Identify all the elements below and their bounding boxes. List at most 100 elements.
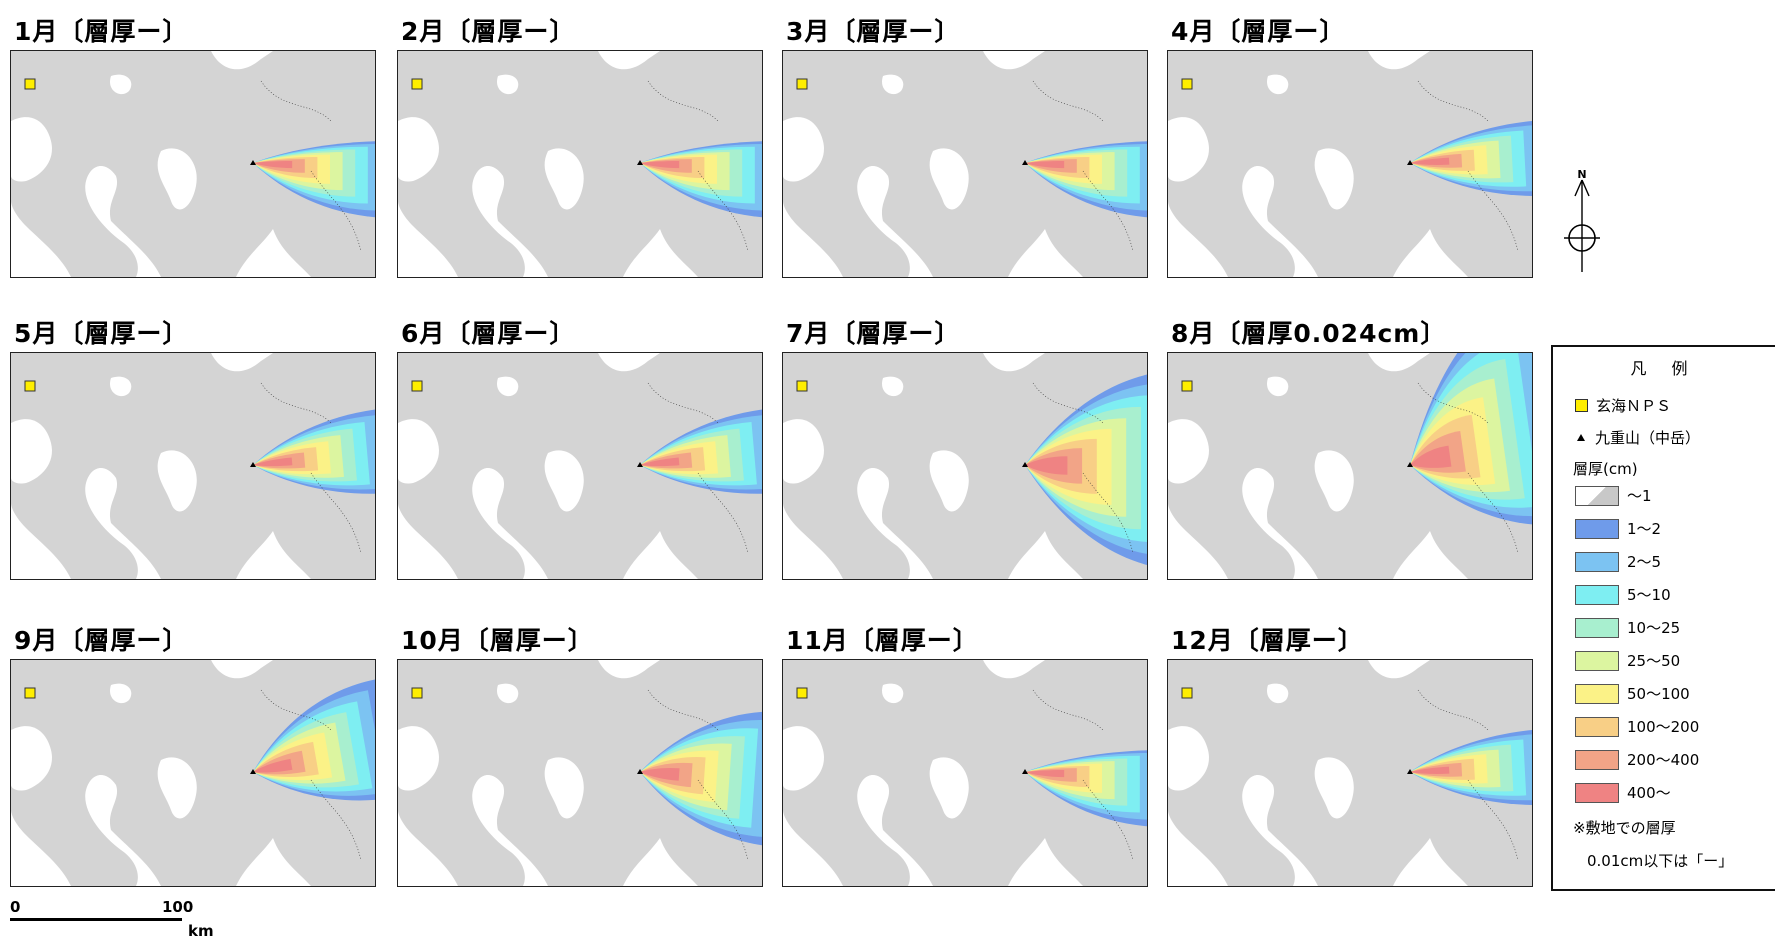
map-canvas: [398, 660, 762, 886]
volcano-marker-icon: [1407, 769, 1413, 774]
sea-bay: [1168, 117, 1209, 182]
volcano-marker-icon: [637, 462, 643, 467]
volcano-marker-icon: [637, 769, 643, 774]
panel-title: 7月〔層厚ー〕: [786, 319, 961, 348]
sea-bay: [398, 726, 439, 791]
panel-title: 6月〔層厚ー〕: [401, 319, 576, 348]
panel-title: 5月〔層厚ー〕: [14, 319, 189, 348]
sea-bay: [882, 683, 904, 704]
plume-band: [1025, 456, 1068, 475]
sea-bay: [1168, 726, 1209, 791]
sea-bay: [1314, 148, 1354, 210]
legend-volcano-row: 九重山（中岳）: [1575, 427, 1700, 448]
sea-bay: [1314, 757, 1354, 819]
plume-band: [1025, 160, 1065, 169]
map-canvas: [783, 353, 1147, 579]
ashfall-map: [782, 659, 1148, 887]
ash-plume: [640, 711, 762, 847]
volcano-marker-icon: [1022, 462, 1028, 467]
nps-site-marker-icon: [24, 380, 36, 392]
sea-bay: [544, 450, 584, 512]
nps-site-marker-icon: [796, 687, 808, 699]
plume-band: [1410, 766, 1450, 774]
sea-bay: [11, 726, 52, 791]
nps-site-marker-icon: [24, 78, 36, 90]
volcano-marker-icon: [1022, 160, 1028, 165]
legend-title: 凡 例: [1630, 359, 1698, 378]
thickness-header: 層厚(cm): [1573, 460, 1638, 478]
nps-site-marker-icon: [1181, 78, 1193, 90]
map-canvas: [11, 353, 375, 579]
panel-title: 4月〔層厚ー〕: [1171, 17, 1346, 46]
sea-bay: [929, 450, 969, 512]
ashfall-map: [1167, 50, 1533, 278]
volcano-marker-icon: [250, 462, 256, 467]
legend-class-label: 2～5: [1627, 553, 1662, 571]
scale-bar: 0 100 km: [10, 898, 214, 948]
sea-bay: [497, 74, 519, 95]
sea-bay: [1267, 74, 1289, 95]
legend-class-label: 100～200: [1627, 718, 1700, 736]
ash-plume: [1410, 119, 1532, 197]
sea-bay: [882, 376, 904, 397]
volcano-marker-icon: [1407, 160, 1413, 165]
plume-band: [1410, 157, 1450, 165]
sea-bay: [398, 117, 439, 182]
map-canvas: [11, 51, 375, 277]
site-label: 玄海ＮＰＳ: [1596, 397, 1672, 415]
sea-bay: [929, 148, 969, 210]
ash-plume: [1025, 750, 1147, 827]
plume-band: [640, 457, 680, 467]
sea-bay: [544, 148, 584, 210]
panel-title: 2月〔層厚ー〕: [401, 17, 576, 46]
legend-class-label: 400～: [1627, 784, 1671, 802]
legend-class-row: 1～2: [1575, 518, 1661, 539]
volcano-triangle-icon: [1577, 434, 1585, 441]
legend-class-row: ～1: [1575, 485, 1652, 506]
panel-title: 9月〔層厚ー〕: [14, 626, 189, 655]
panel-title: 11月〔層厚ー〕: [786, 626, 979, 655]
legend-note-line1: ※敷地での層厚: [1573, 819, 1676, 837]
panel-title: 8月〔層厚0.024cm〕: [1171, 319, 1447, 348]
sea-bay: [497, 683, 519, 704]
legend-class-label: 1～2: [1627, 520, 1662, 538]
map-canvas: [783, 51, 1147, 277]
ash-plume: [1410, 728, 1532, 806]
ash-plume: [640, 407, 762, 494]
sea-bay: [110, 683, 132, 704]
legend-site-row: 玄海ＮＰＳ: [1575, 395, 1671, 416]
legend-swatch: [1575, 749, 1619, 770]
sea-bay: [110, 376, 132, 397]
plume-band: [253, 457, 293, 467]
legend-class-row: 10～25: [1575, 617, 1680, 638]
legend-class-label: 200～400: [1627, 751, 1700, 769]
plume-band: [1410, 445, 1452, 468]
panel-title: 10月〔層厚ー〕: [401, 626, 594, 655]
plume-band: [640, 767, 680, 781]
legend-swatch: [1575, 551, 1619, 572]
volcano-marker-icon: [1022, 769, 1028, 774]
panel-title: 3月〔層厚ー〕: [786, 17, 961, 46]
legend-class-row: 5～10: [1575, 584, 1671, 605]
legend-class-label: 10～25: [1627, 619, 1681, 637]
nps-site-marker-icon: [796, 78, 808, 90]
sea-bay: [398, 419, 439, 484]
legend-class-row: 2～5: [1575, 551, 1661, 572]
ash-plume: [253, 141, 375, 218]
ashfall-map: [1167, 659, 1533, 887]
legend-class-row: 25～50: [1575, 650, 1680, 671]
nps-site-marker-icon: [411, 78, 423, 90]
plume-band: [1025, 769, 1065, 778]
panel-title: 1月〔層厚ー〕: [14, 17, 189, 46]
ash-plume: [253, 678, 375, 801]
scale-max: 100: [162, 898, 194, 916]
sea-bay: [783, 726, 824, 791]
scale-zero: 0: [10, 898, 21, 916]
ash-plume: [1025, 374, 1147, 565]
legend-swatch: [1575, 782, 1619, 803]
sea-bay: [929, 757, 969, 819]
ash-plume: [640, 141, 762, 218]
plume-band: [253, 160, 293, 169]
legend-class-label: 50～100: [1627, 685, 1690, 703]
ashfall-map: [10, 659, 376, 887]
